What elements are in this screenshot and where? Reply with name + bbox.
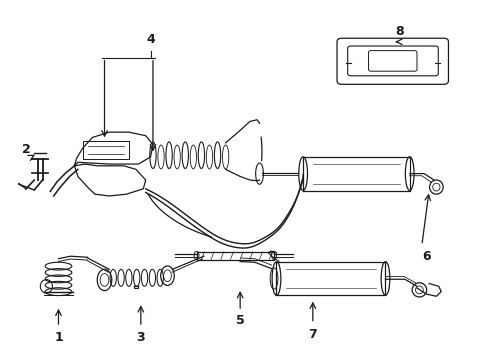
Text: 5: 5 xyxy=(236,314,245,327)
Text: 4: 4 xyxy=(146,33,155,46)
Text: 6: 6 xyxy=(422,250,431,263)
Text: 7: 7 xyxy=(308,328,317,341)
Text: 2: 2 xyxy=(22,143,30,156)
Text: 3: 3 xyxy=(137,331,145,344)
Text: 1: 1 xyxy=(54,331,63,344)
Text: 8: 8 xyxy=(396,24,404,38)
